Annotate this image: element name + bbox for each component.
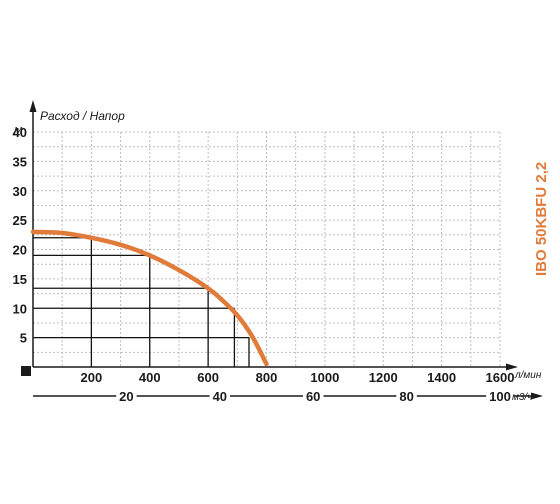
x2-tick-label: 40: [213, 389, 227, 404]
y-unit-label: М: [14, 126, 23, 137]
x-tick-label: 1200: [369, 370, 398, 385]
pump-curve: [30, 229, 269, 367]
x2-unit-label: м3/ч: [512, 392, 532, 403]
y-tick-label: 10: [13, 301, 27, 316]
x2-tick-label-background: [209, 388, 231, 405]
x2-tick-label: 60: [306, 389, 320, 404]
x-unit-label: л/мин: [514, 370, 542, 381]
grid: [33, 131, 501, 367]
x-tick-label: 1600: [486, 370, 515, 385]
chart-title: Расход / Напор: [40, 109, 125, 123]
x-tick-label: 1000: [310, 370, 339, 385]
y-tick-label: 20: [13, 243, 27, 258]
y-tick-label: 40: [13, 125, 27, 140]
reference-lines: [33, 237, 250, 367]
origin-marker: [21, 366, 31, 376]
x2-axis-arrow-icon: [531, 392, 543, 400]
model-label: IBO 50KBFU 2,2: [533, 162, 550, 276]
y-tick-label: 30: [13, 184, 27, 199]
y-tick-label: 25: [13, 213, 27, 228]
x-tick-label: 200: [81, 370, 103, 385]
x-tick-label: 1400: [427, 370, 456, 385]
x-tick-label: 800: [256, 370, 278, 385]
x2-tick-label: 100: [489, 389, 511, 404]
x-tick-label: 600: [197, 370, 219, 385]
x2-tick-label: 20: [119, 389, 133, 404]
tick-labels: 200 400 600 800 1000 1200 1400 1600 5 10 15 20 25 30 3…: [13, 125, 515, 405]
x2-tick-label-background: [396, 388, 417, 405]
y-tick-label: 35: [13, 154, 27, 169]
y-tick-label: 5: [20, 331, 27, 346]
y-axis-arrow-icon: [29, 100, 37, 112]
y-tick-label: 15: [13, 272, 27, 287]
x2-tick-label-background: [302, 388, 324, 405]
x2-tick-label: 80: [399, 389, 413, 404]
x-axis-arrow-icon: [506, 363, 518, 371]
x2-tick-label-background: [486, 388, 514, 405]
x2-tick-label-background: [116, 388, 137, 405]
x-tick-label: 400: [139, 370, 161, 385]
